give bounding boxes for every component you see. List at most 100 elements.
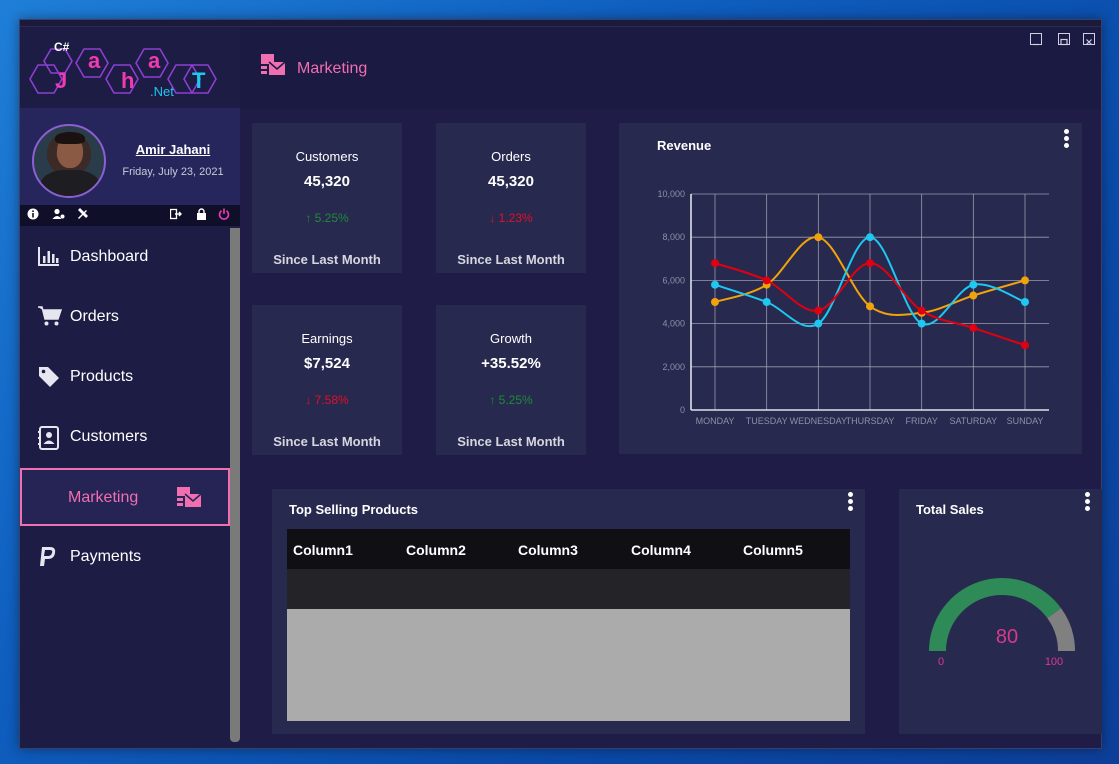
avatar[interactable] (32, 124, 106, 198)
stat-label: Orders (491, 149, 531, 164)
data-point[interactable] (866, 302, 874, 311)
grid-column-header[interactable]: Column1 (293, 542, 353, 558)
profile-toolbar (20, 205, 240, 226)
grid-column-header[interactable]: Column5 (743, 542, 803, 558)
sidebar-item-dashboard[interactable]: Dashboard (20, 228, 230, 286)
gauge-min-label: 0 (938, 656, 944, 668)
stat-value: 45,320 (304, 173, 350, 190)
logo-net: .Net (150, 84, 174, 99)
total-sales-gauge: 80 0 100 (929, 578, 1075, 668)
sidebar-item-label: Products (70, 368, 134, 385)
stat-value: +35.52% (481, 355, 541, 372)
stat-value: $7,524 (304, 355, 350, 372)
user-settings-icon[interactable] (51, 208, 65, 222)
power-icon[interactable] (217, 208, 231, 222)
stat-card-customers: Customers 45,320 ↑ 5.25% Since Last Mont… (252, 123, 402, 273)
tools-icon[interactable] (76, 208, 90, 222)
data-point[interactable] (917, 306, 926, 315)
data-point[interactable] (711, 259, 719, 268)
stat-change: ↓ 1.23% (489, 211, 533, 225)
shopping-cart-icon (38, 306, 63, 328)
app-window: C# J a h a T .Net Amir Jahani Friday, Ju… (19, 19, 1102, 749)
table-row[interactable] (287, 569, 850, 609)
gauge-fill (929, 578, 1062, 651)
revenue-menu-icon[interactable] (1064, 129, 1070, 151)
y-tick-label: 0 (680, 405, 685, 415)
sidebar-item-customers[interactable]: Customers (20, 408, 230, 466)
sidebar-item-products[interactable]: Products (20, 348, 230, 406)
logout-icon[interactable] (169, 208, 183, 222)
x-tick-label: TUESDAY (746, 416, 788, 426)
products-grid-empty-area (287, 609, 850, 721)
sidebar-scrollbar-thumb[interactable] (230, 228, 240, 742)
data-point[interactable] (969, 280, 978, 289)
top-products-menu-icon[interactable] (848, 492, 854, 514)
address-book-icon (38, 426, 60, 450)
data-point[interactable] (1021, 276, 1029, 285)
data-point[interactable] (866, 259, 874, 268)
data-point[interactable] (814, 306, 823, 315)
maximize-icon[interactable] (1058, 33, 1070, 46)
profile-panel: Amir Jahani Friday, July 23, 2021 (20, 108, 240, 205)
paypal-icon (38, 546, 60, 568)
info-icon[interactable] (26, 208, 40, 222)
data-point[interactable] (814, 233, 823, 242)
logo-letter-a2: a (148, 48, 161, 73)
sidebar-item-orders[interactable]: Orders (20, 288, 230, 346)
mail-bulk-icon (176, 486, 202, 513)
x-tick-label: WEDNESDAY (790, 416, 847, 426)
user-date: Friday, July 23, 2021 (122, 166, 224, 178)
close-icon[interactable] (1083, 33, 1095, 45)
data-point[interactable] (762, 276, 771, 285)
stat-foot: Since Last Month (273, 252, 381, 267)
y-tick-label: 2,000 (662, 362, 685, 372)
logo-letter-j: J (55, 68, 68, 93)
data-point[interactable] (711, 280, 719, 289)
total-sales-menu-icon[interactable] (1085, 492, 1091, 514)
lock-icon[interactable] (194, 208, 208, 222)
stat-label: Customers (295, 149, 359, 164)
sidebar-nav: Dashboard Orders Products Customers (20, 228, 230, 748)
total-sales-card: Total Sales 80 0 100 (899, 489, 1102, 734)
data-point[interactable] (866, 233, 874, 242)
minimize-icon[interactable] (1030, 33, 1042, 46)
sidebar: C# J a h a T .Net Amir Jahani Friday, Ju… (20, 27, 240, 748)
x-tick-label: MONDAY (696, 416, 735, 426)
sidebar-item-payments[interactable]: Payments (20, 528, 230, 586)
grid-column-header[interactable]: Column2 (406, 542, 466, 558)
data-point[interactable] (1021, 298, 1029, 306)
revenue-title: Revenue (657, 138, 712, 153)
data-point[interactable] (762, 298, 771, 306)
stat-card-orders: Orders 45,320 ↓ 1.23% Since Last Month (436, 123, 586, 273)
products-grid-header: Column1 Column2 Column3 Column4 Column5 (287, 529, 850, 569)
sidebar-item-label: Customers (70, 428, 148, 445)
gauge-max-label: 100 (1045, 656, 1063, 668)
grid-column-header[interactable]: Column4 (631, 542, 691, 558)
revenue-card: Revenue 0 2,000 4,000 6,000 8,000 10,000 MONDA… (619, 123, 1082, 454)
mail-bulk-icon (260, 53, 286, 77)
stat-card-earnings: Earnings $7,524 ↓ 7.58% Since Last Month (252, 305, 402, 455)
stat-change: ↑ 5.25% (305, 211, 349, 225)
header: Marketing (240, 27, 1101, 109)
grid-column-header[interactable]: Column3 (518, 542, 578, 558)
stat-value: 45,320 (488, 173, 534, 190)
data-point[interactable] (917, 319, 926, 328)
data-point[interactable] (711, 298, 719, 306)
data-point[interactable] (1021, 341, 1029, 350)
data-point[interactable] (969, 291, 978, 300)
stat-foot: Since Last Month (273, 434, 381, 449)
data-point[interactable] (969, 323, 978, 332)
x-tick-label: THURSDAY (846, 416, 895, 426)
data-point[interactable] (814, 319, 823, 328)
user-name[interactable]: Amir Jahani (135, 142, 211, 157)
sidebar-scrollbar[interactable] (230, 228, 240, 748)
logo-csharp: C# (54, 40, 70, 54)
logo: C# J a h a T .Net (20, 27, 240, 108)
window-top-border (20, 20, 1101, 27)
sidebar-item-marketing[interactable]: Marketing (20, 468, 230, 526)
bar-chart-icon (38, 246, 60, 268)
logo-letter-h: h (121, 68, 135, 93)
stat-change: ↑ 5.25% (489, 393, 533, 407)
main-content: Customers 45,320 ↑ 5.25% Since Last Mont… (240, 109, 1102, 748)
logo-hexagons (29, 48, 217, 94)
